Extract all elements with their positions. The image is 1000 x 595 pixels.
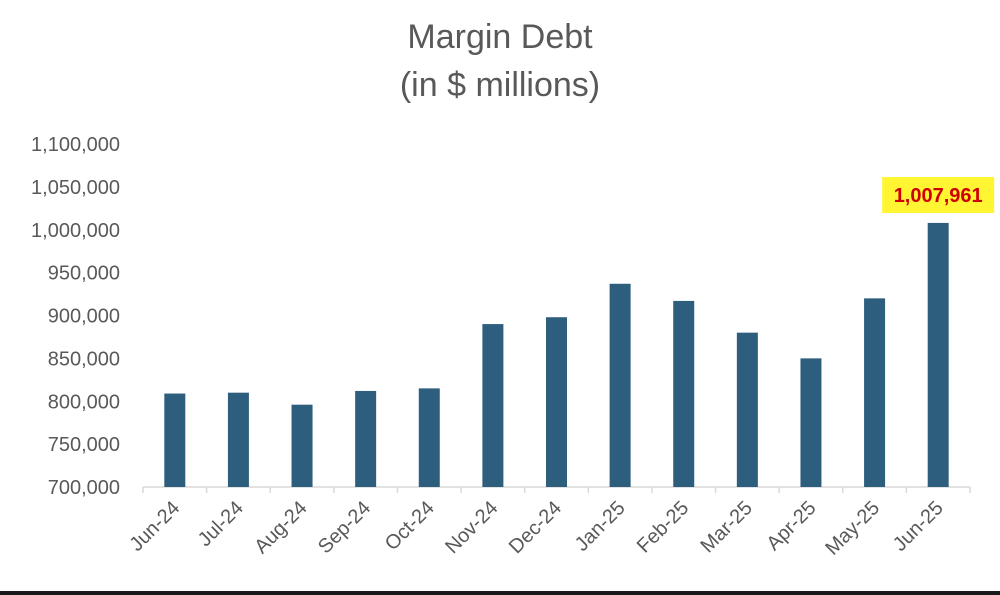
- chart-subtitle: (in $ millions): [399, 66, 601, 104]
- bar-feb-25: [673, 300, 695, 487]
- bar-nov-24: [482, 324, 504, 487]
- bar-oct-24: [418, 388, 440, 487]
- x-tick-label: Jan-25: [571, 497, 630, 556]
- x-tick-label: Dec-24: [505, 497, 566, 558]
- y-tick-label: 950,000: [48, 263, 120, 285]
- x-tick-label: Feb-25: [633, 497, 693, 557]
- x-tick-label: Jul-24: [194, 497, 248, 551]
- y-tick-label: 800,000: [48, 391, 120, 413]
- x-tick-label: Jun-24: [126, 497, 185, 556]
- bar-jun-24: [164, 393, 186, 487]
- y-tick-label: 900,000: [48, 306, 120, 328]
- bar-jan-25: [609, 283, 631, 487]
- y-tick-label: 1,100,000: [31, 134, 120, 156]
- chart-title: Margin Debt: [407, 18, 593, 56]
- y-tick-label: 1,050,000: [31, 177, 120, 199]
- x-tick-label: Mar-25: [697, 497, 757, 557]
- bar-may-25: [864, 298, 886, 487]
- bar-apr-25: [800, 358, 822, 487]
- bar-aug-24: [291, 404, 313, 487]
- x-tick-label: Oct-24: [381, 497, 439, 555]
- y-tick-label: 1,000,000: [31, 220, 120, 242]
- x-tick-label: Jun-25: [889, 497, 948, 556]
- bar-jun-25: [927, 222, 949, 487]
- y-tick-label: 750,000: [48, 434, 120, 456]
- annotation-box: [882, 177, 995, 213]
- y-tick-label: 850,000: [48, 348, 120, 370]
- x-tick-label: Aug-24: [250, 497, 311, 558]
- bottom-divider: [0, 591, 1000, 595]
- bar-sep-24: [355, 390, 377, 487]
- x-tick-label: Nov-24: [441, 497, 502, 558]
- bar-dec-24: [546, 317, 567, 487]
- bar-jul-24: [227, 392, 249, 487]
- y-tick-label: 700,000: [48, 477, 120, 499]
- x-tick-label: Apr-25: [762, 497, 820, 555]
- annotation-label: 1,007,961: [894, 185, 983, 207]
- x-tick-label: May-25: [821, 497, 884, 560]
- x-tick-label: Sep-24: [314, 497, 375, 558]
- bar-mar-25: [736, 332, 758, 487]
